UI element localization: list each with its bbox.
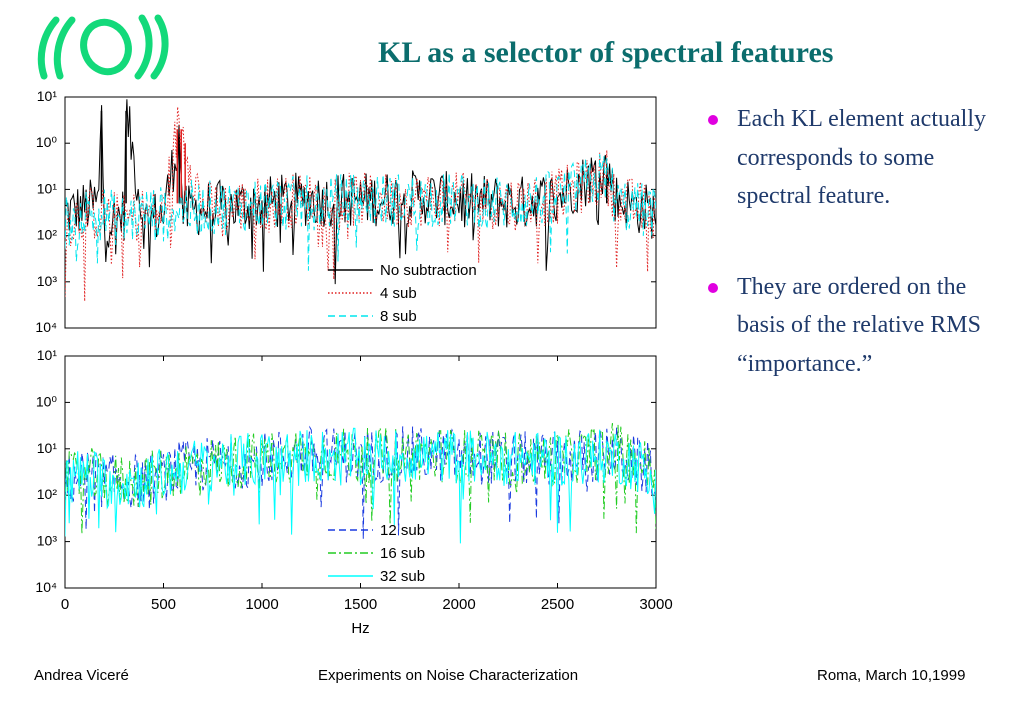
legend-label: 8 sub xyxy=(380,308,417,325)
bullet-item: Each KL element actually corresponds to … xyxy=(706,100,1011,216)
legend-label: No subtraction xyxy=(380,262,477,279)
footer-title: Experiments on Noise Characterization xyxy=(318,667,579,684)
series-line xyxy=(65,427,656,544)
y-tick-label: 10³ xyxy=(37,273,58,289)
legend-label: 12 sub xyxy=(380,522,425,539)
x-tick-label: 2500 xyxy=(541,596,574,613)
legend-label: 4 sub xyxy=(380,285,417,302)
chart-panel-1: 10⁴ 10³ 10² 10¹ 10⁰ 10¹ No subtraction 4 sub 8 s… xyxy=(35,88,657,335)
ripple-logo-icon xyxy=(37,14,169,80)
y-tick-label: 10⁰ xyxy=(36,393,58,409)
series-line xyxy=(65,153,656,271)
plot-area xyxy=(65,99,656,302)
legend-label: 16 sub xyxy=(380,545,425,562)
y-tick-label: 10¹ xyxy=(37,347,58,363)
bullet-dot-icon xyxy=(708,115,718,125)
legend-label: 32 sub xyxy=(380,568,425,585)
series-line xyxy=(65,99,656,285)
page-title: KL as a selector of spectral features xyxy=(378,36,834,69)
footer-date: Roma, March 10,1999 xyxy=(817,667,966,684)
y-tick-label: 10⁰ xyxy=(36,134,58,150)
x-tick-label: 2000 xyxy=(442,596,475,613)
y-tick-label: 10¹ xyxy=(37,180,58,196)
bullet-dot-icon xyxy=(708,282,718,293)
x-axis-label: Hz xyxy=(351,620,369,637)
x-tick-label: 1000 xyxy=(245,596,278,613)
bullet-item: They are ordered on the basis of the rel… xyxy=(706,268,1011,384)
series-line xyxy=(65,425,656,540)
y-tick-label: 10⁴ xyxy=(35,319,57,335)
x-tick-label: 1500 xyxy=(344,596,377,613)
bullet-text: Each KL element actually corresponds to … xyxy=(737,106,986,209)
y-tick-label: 10¹ xyxy=(37,88,58,104)
footer-author: Andrea Viceré xyxy=(34,667,129,684)
x-tick-label: 500 xyxy=(151,596,176,613)
x-tick-label: 3000 xyxy=(639,596,672,613)
bullet-text: They are ordered on the basis of the rel… xyxy=(737,273,981,377)
y-tick-label: 10¹ xyxy=(37,440,58,456)
y-tick-label: 10² xyxy=(37,227,58,243)
y-tick-label: 10³ xyxy=(37,533,58,549)
y-tick-label: 10² xyxy=(37,486,58,502)
series-line xyxy=(65,106,656,302)
plot-area xyxy=(65,422,656,544)
x-tick-label: 0 xyxy=(61,596,69,613)
chart-panel-2: 10⁴ 10³ 10² 10¹ 10⁰ 10¹ 0 500 1000 1500 2000 2500 30… xyxy=(35,347,672,637)
bullet-list: Each KL element actually corresponds to … xyxy=(706,100,1011,435)
y-tick-label: 10⁴ xyxy=(35,579,57,595)
spectra-charts: 10⁴ 10³ 10² 10¹ 10⁰ 10¹ No subtraction 4 sub 8 s… xyxy=(35,88,672,637)
